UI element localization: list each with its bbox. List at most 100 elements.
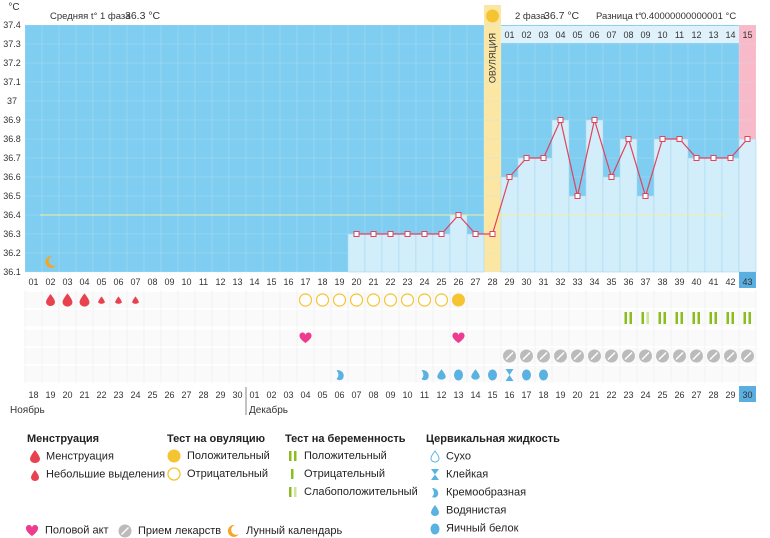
y-tick-label: 37.3 [3, 39, 21, 49]
temp-bar [670, 138, 689, 273]
calendar-date: 22 [606, 390, 616, 400]
cycle-day-label: 21 [368, 277, 378, 287]
legend-title-cervical: Цервикальная жидкость [426, 433, 560, 445]
sun-outline-icon [315, 293, 330, 307]
legend-title-menstruation: Менструация [27, 433, 100, 445]
cycle-day-label: 28 [487, 277, 497, 287]
phase2-day-number: 08 [623, 30, 633, 40]
temperature-point [353, 231, 360, 237]
temperature-point [727, 155, 734, 161]
temperature-point [540, 155, 547, 161]
pill-line [573, 352, 582, 360]
cycle-day-label: 43 [742, 277, 752, 287]
calendar-date: 26 [674, 390, 684, 400]
moon-icon [45, 255, 57, 268]
cycle-day-label: 05 [96, 277, 106, 287]
pill-line [624, 352, 633, 360]
legend-moon: Лунный календарь [226, 524, 342, 538]
legend-intercourse-label: Половой акт [45, 524, 109, 537]
phase2-day-number: 06 [589, 30, 599, 40]
legend-preg-weak: Слабоположительный [288, 486, 418, 498]
y-tick-label: 36.1 [3, 267, 21, 277]
preg-stripe-icon [748, 312, 751, 324]
cycle-day-label: 40 [691, 277, 701, 287]
small-blood-drop-icon [132, 296, 139, 304]
weak-stripe-icon [289, 487, 297, 498]
temperature-point [744, 136, 751, 142]
pill-line [641, 352, 650, 360]
phase2-day-number: 05 [572, 30, 582, 40]
temp-bar [466, 233, 485, 273]
calendar-date: 21 [79, 390, 89, 400]
cycle-day-label: 14 [249, 277, 259, 287]
temperature-point [642, 193, 649, 199]
temperature-point [557, 117, 564, 123]
calendar-date: 20 [62, 390, 72, 400]
pill-line [590, 352, 599, 360]
cycle-day-label: 02 [45, 277, 55, 287]
calendar-date: 06 [334, 390, 344, 400]
legend-medication: Прием лекарств [118, 524, 221, 538]
preg-stripe-icon [680, 312, 683, 324]
pill-line [522, 352, 531, 360]
month-label-second: Декабрь [249, 404, 288, 416]
y-tick-label: 37 [7, 96, 17, 106]
blood-drop-icon [79, 293, 90, 307]
legend-preg-positive: Положительный [288, 450, 387, 462]
water-drop-icon [437, 369, 446, 380]
legend-cervical-watery: Водянистая [430, 504, 506, 517]
phase2-day-number: 04 [555, 30, 565, 40]
y-tick-label: 36.9 [3, 115, 21, 125]
phase2-day-number: 10 [657, 30, 667, 40]
egg-white-icon [454, 369, 463, 381]
legend-preg-negative: Отрицательный [288, 468, 385, 480]
calendar-date: 11 [420, 390, 429, 400]
pill-line [709, 352, 718, 360]
double-stripe-icon [289, 451, 297, 462]
cycle-day-label: 26 [453, 277, 463, 287]
calendar-date: 25 [147, 390, 157, 400]
temperature-point [370, 231, 377, 237]
y-tick-label: 36.6 [3, 172, 21, 182]
calendar-date: 16 [504, 390, 514, 400]
cycle-day-label: 31 [538, 277, 548, 287]
marker-row-bg [25, 330, 756, 346]
temp-bar [432, 233, 451, 273]
calendar-date: 30 [742, 390, 752, 400]
preg-stripe-icon [624, 312, 627, 324]
calendar-date: 19 [45, 390, 55, 400]
legend-menstruation: Менструация [30, 450, 114, 463]
water-drop-icon [471, 369, 480, 380]
temp-bar [602, 176, 621, 273]
cycle-day-label: 42 [725, 277, 735, 287]
sun-outline-icon [298, 293, 313, 307]
heart-icon [25, 524, 39, 536]
y-tick-label: 37.4 [3, 20, 21, 30]
temp-bar [585, 119, 604, 273]
legend-moon-label: Лунный календарь [246, 524, 343, 537]
egg-white-icon [488, 369, 497, 381]
header-phase2-bg [501, 5, 756, 25]
phase2-day-number: 14 [725, 30, 735, 40]
phase2-day-number: 15 [742, 30, 752, 40]
phase2-day-number: 01 [504, 30, 514, 40]
blood-drop-icon [46, 294, 55, 306]
temp-bar [415, 233, 434, 273]
legend-cervical-sticky: Клейкая [430, 468, 488, 481]
cycle-day-label: 25 [436, 277, 446, 287]
calendar-date: 12 [436, 390, 446, 400]
cycle-day-label: 23 [402, 277, 412, 287]
legend-title-pregnancy-test: Тест на беременность [285, 433, 406, 445]
cycle-day-label: 34 [589, 277, 599, 287]
water-drop-icon [431, 505, 439, 516]
calendar-date: 30 [232, 390, 242, 400]
temp-diff-label: Разница t° [596, 11, 642, 22]
preg-stripe-icon [709, 312, 712, 324]
sun-outline-icon [167, 467, 181, 481]
phase2-day-number: 03 [538, 30, 548, 40]
current-date-cell [739, 386, 756, 402]
sun-outline-icon [417, 293, 432, 307]
calendar-date: 10 [402, 390, 412, 400]
phase2-avg-value: 36.7 °C [544, 10, 580, 22]
cycle-day-label: 35 [606, 277, 616, 287]
